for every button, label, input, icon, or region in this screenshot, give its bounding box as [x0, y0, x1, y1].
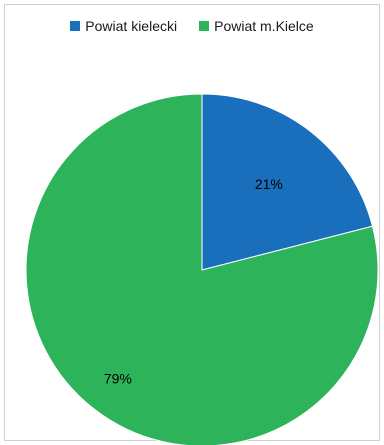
legend: Powiat kielecki Powiat m.Kielce	[0, 18, 384, 34]
legend-swatch-powiat-kielecki	[70, 21, 81, 31]
data-label-powiat-kielecki: 21%	[255, 176, 283, 192]
legend-label-powiat-kielecki: Powiat kielecki	[85, 18, 178, 34]
pie-slice-powiat-kielecki	[201, 93, 374, 271]
legend-item-powiat-m-kielce: Powiat m.Kielce	[199, 18, 314, 34]
legend-swatch-powiat-m-kielce	[199, 21, 210, 31]
legend-label-powiat-m-kielce: Powiat m.Kielce	[214, 18, 314, 34]
pie-slice-powiat-m-kielce	[25, 93, 379, 445]
legend-item-powiat-kielecki: Powiat kielecki	[70, 18, 177, 34]
data-label-powiat-m-kielce: 79%	[104, 370, 132, 386]
